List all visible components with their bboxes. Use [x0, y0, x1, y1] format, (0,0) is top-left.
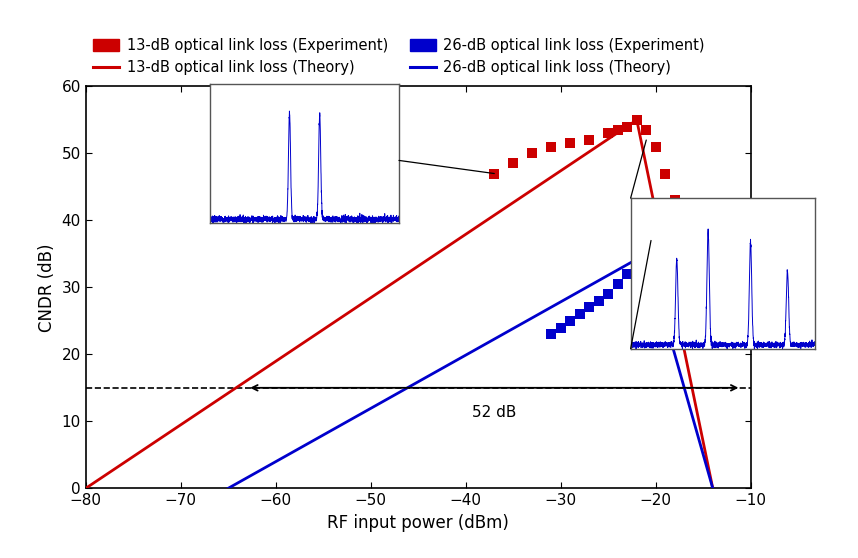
- Point: [583, 136, 596, 145]
- Point: [601, 290, 615, 299]
- Point: [545, 142, 559, 151]
- Point: [506, 159, 520, 168]
- Point: [620, 270, 634, 278]
- Point: [668, 196, 681, 205]
- Point: [649, 142, 662, 151]
- Point: [620, 122, 634, 131]
- Point: [601, 129, 615, 138]
- Point: [573, 310, 587, 319]
- Point: [554, 323, 568, 332]
- Point: [658, 169, 672, 178]
- Point: [611, 126, 625, 134]
- Point: [630, 116, 644, 124]
- Point: [592, 296, 606, 305]
- Point: [639, 126, 653, 134]
- Point: [564, 139, 577, 148]
- Point: [545, 330, 559, 339]
- X-axis label: RF input power (dBm): RF input power (dBm): [328, 514, 509, 532]
- Point: [487, 169, 501, 178]
- Point: [630, 263, 644, 272]
- Point: [611, 280, 625, 288]
- Y-axis label: CNDR (dB): CNDR (dB): [38, 243, 56, 331]
- Point: [639, 253, 653, 262]
- Legend: 13-dB optical link loss (Experiment), 13-dB optical link loss (Theory), 26-dB op: 13-dB optical link loss (Experiment), 13…: [93, 38, 704, 75]
- Point: [583, 303, 596, 312]
- Point: [564, 316, 577, 325]
- Point: [649, 246, 662, 255]
- Point: [678, 243, 692, 252]
- Point: [525, 149, 539, 158]
- Text: 52 dB: 52 dB: [472, 405, 517, 420]
- Point: [658, 243, 672, 252]
